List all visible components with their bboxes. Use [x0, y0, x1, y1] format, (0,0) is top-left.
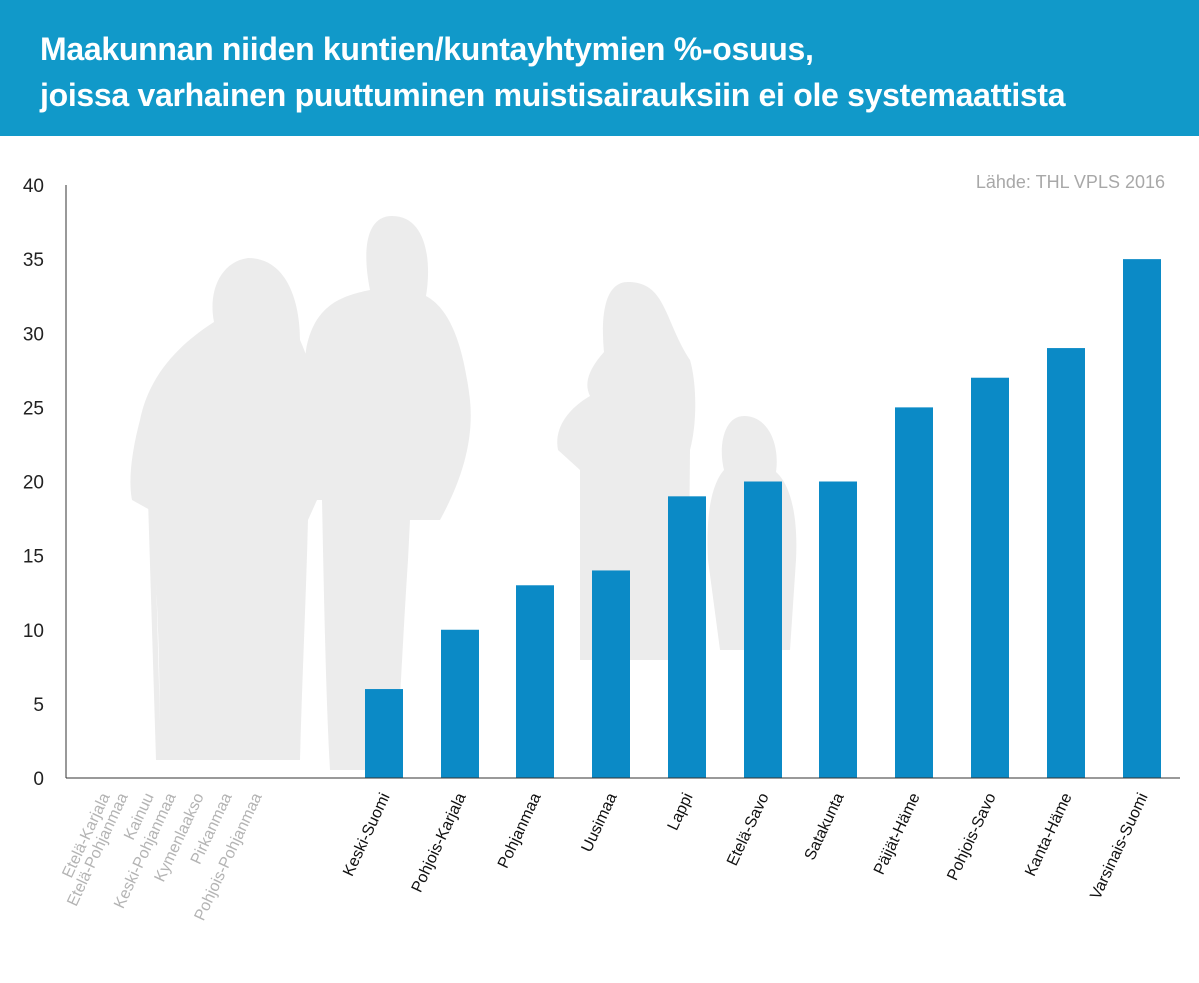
y-tick-label: 20 — [23, 473, 44, 494]
chart-header: Maakunnan niiden kuntien/kuntayhtymien %… — [0, 0, 1199, 136]
bar-etelä-savo — [744, 481, 782, 778]
x-tick-label: Pohjois-Karjala — [409, 790, 470, 895]
x-axis-labels: Etelä-KarjalaEtelä-PohjanmaaKainuuKeski-… — [60, 790, 1152, 923]
bar-keski-suomi — [365, 689, 403, 778]
y-tick-label: 35 — [23, 250, 44, 271]
y-tick-label: 10 — [23, 621, 44, 642]
x-tick-label: Kanta-Häme — [1022, 790, 1075, 879]
y-axis: 0 5 10 15 20 25 30 35 40 — [23, 176, 67, 790]
bar-kanta-häme — [1047, 348, 1085, 778]
y-tick-label: 0 — [33, 769, 44, 790]
bar-päijät-häme — [895, 407, 933, 778]
bar-pohjois-savo — [971, 377, 1009, 778]
x-tick-label: Keski-Suomi — [340, 791, 393, 880]
chart-title-line-2: joissa varhainen puuttuminen muistisaira… — [40, 77, 1066, 113]
y-tick-label: 25 — [23, 398, 44, 419]
bar-varsinais-suomi — [1123, 259, 1161, 778]
bar-pohjanmaa — [516, 585, 554, 778]
source-note: Lähde: THL VPLS 2016 — [975, 172, 1165, 192]
y-tick-label: 5 — [33, 695, 44, 716]
y-tick-label: 30 — [23, 324, 44, 345]
x-tick-label: Etelä-Savo — [724, 790, 773, 868]
x-tick-label: Uusimaa — [579, 790, 621, 854]
x-tick-label: Lappi — [665, 791, 697, 834]
bar-lappi — [668, 496, 706, 778]
x-tick-label: Pohjois-Savo — [944, 790, 999, 883]
x-tick-label: Satakunta — [802, 790, 848, 863]
chart-title-line-1: Maakunnan niiden kuntien/kuntayhtymien %… — [40, 31, 814, 67]
bar-uusimaa — [592, 570, 630, 778]
y-tick-label: 40 — [23, 176, 44, 197]
people-silhouette-illustration — [130, 216, 797, 770]
bars — [365, 259, 1161, 778]
x-tick-label: Varsinais-Suomi — [1087, 791, 1151, 903]
x-tick-label: Pohjanmaa — [495, 790, 545, 871]
bar-satakunta — [819, 481, 857, 778]
y-tick-label: 15 — [23, 547, 44, 568]
bar-pohjois-karjala — [441, 629, 479, 778]
x-tick-label: Päijät-Häme — [871, 790, 924, 877]
